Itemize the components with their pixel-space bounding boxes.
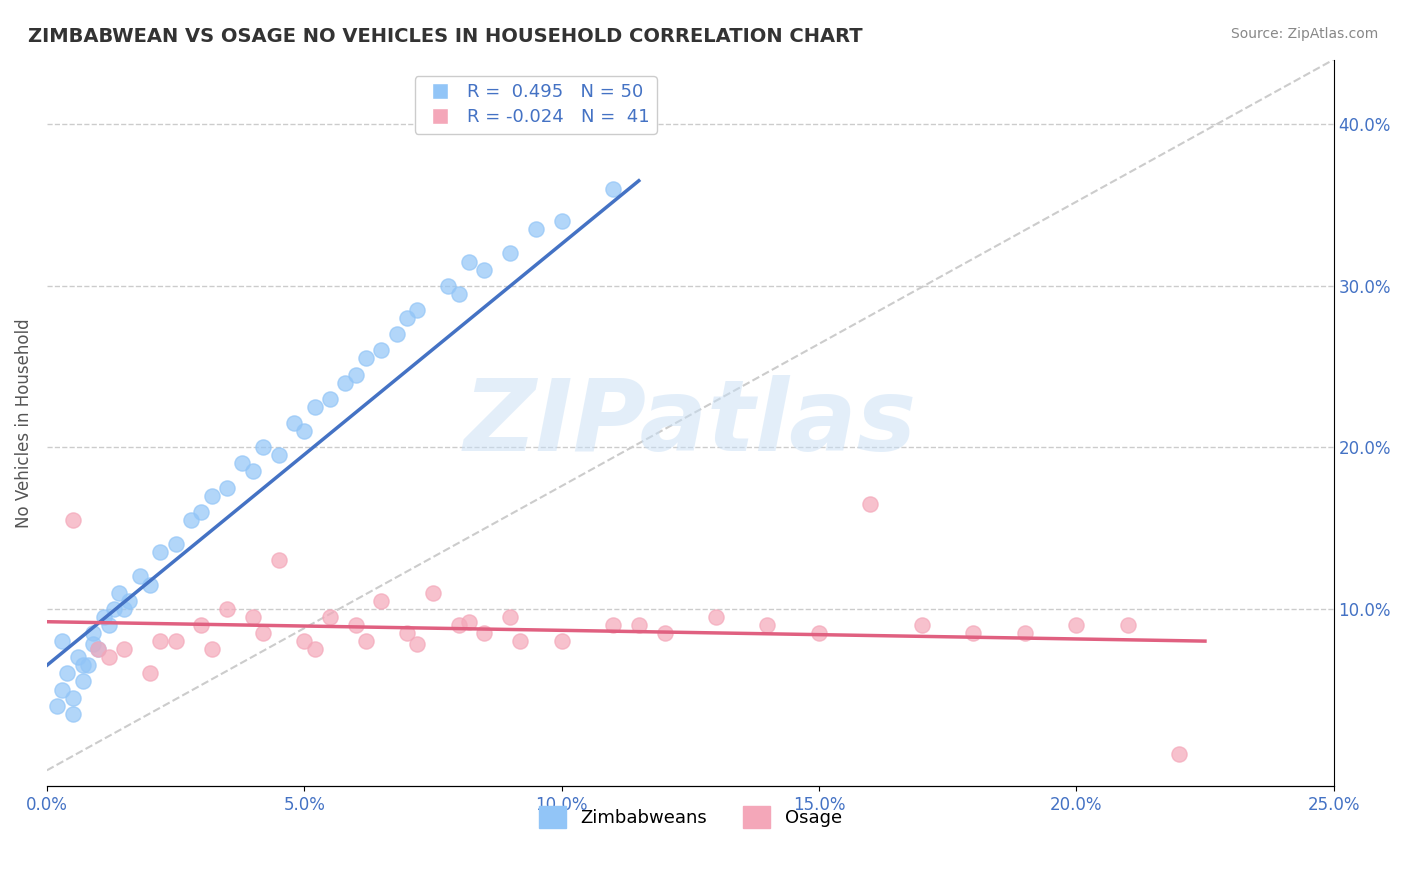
- Point: [242, 465, 264, 479]
- Point: [654, 626, 676, 640]
- Point: [319, 392, 342, 406]
- Text: ZIPatlas: ZIPatlas: [464, 375, 917, 472]
- Text: ZIMBABWEAN VS OSAGE NO VEHICLES IN HOUSEHOLD CORRELATION CHART: ZIMBABWEAN VS OSAGE NO VEHICLES IN HOUSE…: [28, 27, 863, 45]
- Point: [46, 698, 69, 713]
- Point: [499, 610, 522, 624]
- Point: [62, 513, 84, 527]
- Point: [550, 634, 572, 648]
- Text: Source: ZipAtlas.com: Source: ZipAtlas.com: [1230, 27, 1378, 41]
- Point: [87, 642, 110, 657]
- Point: [354, 634, 377, 648]
- Point: [396, 626, 419, 640]
- Point: [72, 658, 94, 673]
- Point: [292, 424, 315, 438]
- Point: [807, 626, 830, 640]
- Point: [77, 658, 100, 673]
- Point: [231, 457, 253, 471]
- Point: [139, 577, 162, 591]
- Point: [51, 634, 73, 648]
- Point: [602, 618, 624, 632]
- Point: [283, 416, 305, 430]
- Point: [344, 368, 367, 382]
- Point: [756, 618, 779, 632]
- Point: [62, 706, 84, 721]
- Point: [1116, 618, 1139, 632]
- Point: [550, 214, 572, 228]
- Point: [385, 327, 408, 342]
- Point: [180, 513, 202, 527]
- Point: [66, 650, 89, 665]
- Point: [437, 278, 460, 293]
- Point: [267, 448, 290, 462]
- Point: [859, 497, 882, 511]
- Point: [524, 222, 547, 236]
- Point: [422, 585, 444, 599]
- Point: [87, 642, 110, 657]
- Point: [165, 537, 187, 551]
- Point: [51, 682, 73, 697]
- Point: [149, 545, 172, 559]
- Point: [509, 634, 531, 648]
- Point: [200, 489, 222, 503]
- Point: [406, 302, 429, 317]
- Point: [1168, 747, 1191, 761]
- Point: [627, 618, 650, 632]
- Point: [97, 618, 120, 632]
- Point: [370, 593, 392, 607]
- Point: [252, 440, 274, 454]
- Point: [108, 585, 131, 599]
- Point: [292, 634, 315, 648]
- Y-axis label: No Vehicles in Household: No Vehicles in Household: [15, 318, 32, 528]
- Point: [215, 481, 238, 495]
- Point: [474, 262, 496, 277]
- Point: [267, 553, 290, 567]
- Point: [1014, 626, 1036, 640]
- Point: [139, 666, 162, 681]
- Point: [911, 618, 934, 632]
- Point: [704, 610, 727, 624]
- Point: [112, 602, 135, 616]
- Point: [200, 642, 222, 657]
- Point: [335, 376, 357, 390]
- Point: [602, 182, 624, 196]
- Legend: Zimbabweans, Osage: Zimbabweans, Osage: [531, 799, 849, 836]
- Point: [215, 602, 238, 616]
- Point: [103, 602, 125, 616]
- Point: [82, 637, 104, 651]
- Point: [447, 286, 470, 301]
- Point: [962, 626, 984, 640]
- Point: [93, 610, 115, 624]
- Point: [354, 351, 377, 366]
- Point: [190, 618, 212, 632]
- Point: [344, 618, 367, 632]
- Point: [319, 610, 342, 624]
- Point: [118, 593, 141, 607]
- Point: [56, 666, 79, 681]
- Point: [499, 246, 522, 260]
- Point: [370, 343, 392, 358]
- Point: [406, 637, 429, 651]
- Point: [447, 618, 470, 632]
- Point: [128, 569, 150, 583]
- Point: [1064, 618, 1087, 632]
- Point: [242, 610, 264, 624]
- Point: [304, 642, 326, 657]
- Point: [112, 642, 135, 657]
- Point: [396, 311, 419, 326]
- Point: [72, 674, 94, 689]
- Point: [458, 615, 481, 629]
- Point: [149, 634, 172, 648]
- Point: [304, 400, 326, 414]
- Point: [82, 626, 104, 640]
- Point: [97, 650, 120, 665]
- Point: [252, 626, 274, 640]
- Point: [458, 254, 481, 268]
- Point: [474, 626, 496, 640]
- Point: [190, 505, 212, 519]
- Point: [165, 634, 187, 648]
- Point: [62, 690, 84, 705]
